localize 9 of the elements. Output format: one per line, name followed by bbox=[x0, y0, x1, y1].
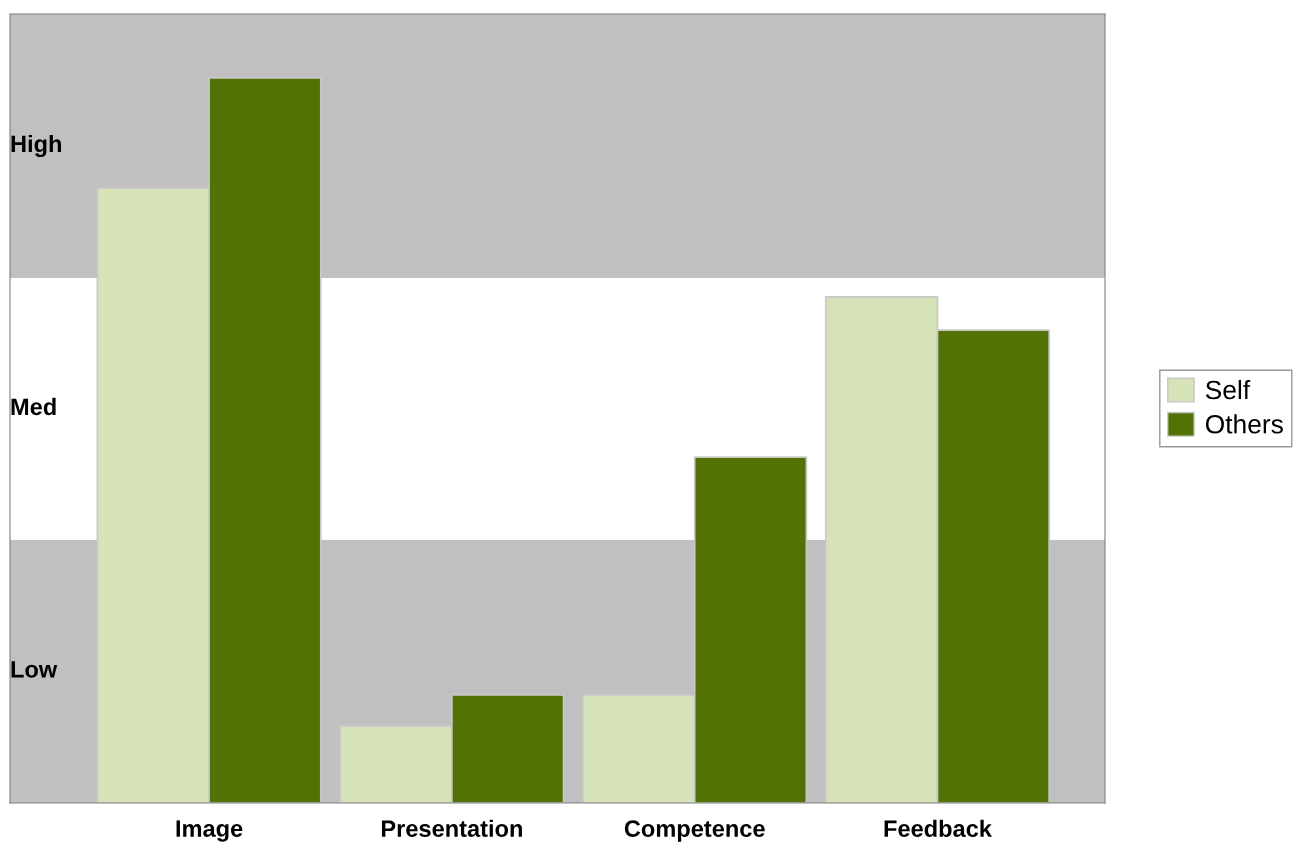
x-tick-label: Competence bbox=[624, 820, 765, 842]
band-label: High bbox=[11, 134, 61, 158]
band-label: Med bbox=[11, 397, 56, 416]
legend-label: Others bbox=[1205, 414, 1283, 434]
band-label: Low bbox=[11, 661, 58, 678]
x-tick-label: Image bbox=[176, 820, 243, 842]
x-tick-label: Presentation bbox=[381, 819, 522, 838]
legend-label: Self bbox=[1205, 379, 1251, 400]
x-tick-label: Feedback bbox=[884, 819, 992, 838]
